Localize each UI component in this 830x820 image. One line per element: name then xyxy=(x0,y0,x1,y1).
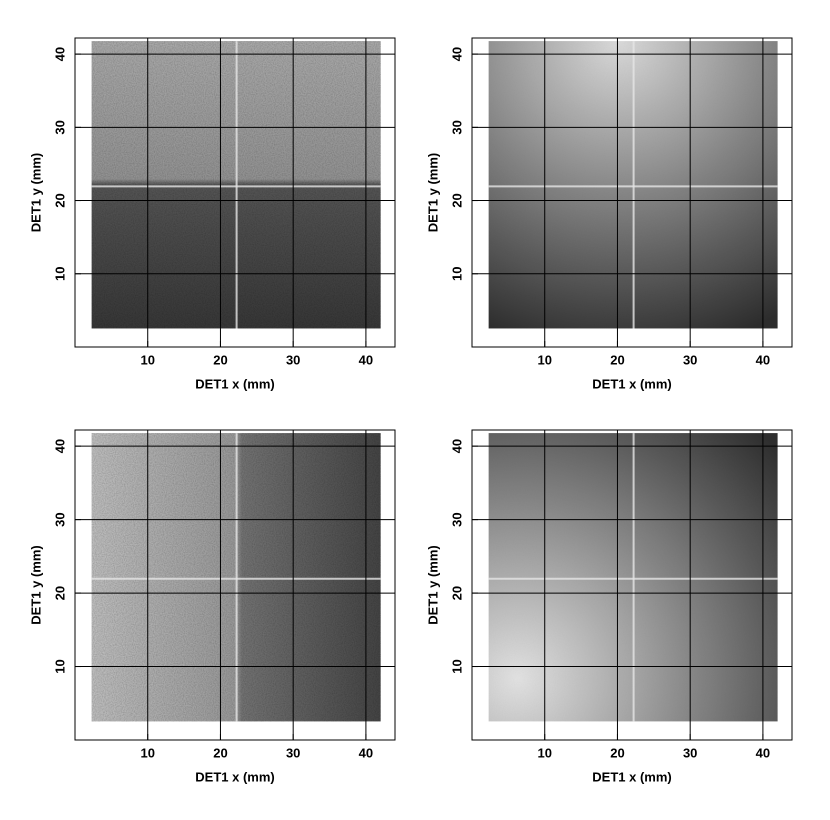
x-tick-label: 40 xyxy=(359,745,373,760)
x-tick-label: 40 xyxy=(756,352,770,367)
y-tick-label: 20 xyxy=(52,586,67,600)
y-tick-label: 10 xyxy=(449,267,464,281)
y-tick-label: 10 xyxy=(52,659,67,673)
y-tick-label: 20 xyxy=(449,193,464,207)
x-tick-label: 10 xyxy=(537,352,551,367)
x-tick-label: 30 xyxy=(683,352,697,367)
y-tick-label: 20 xyxy=(52,193,67,207)
y-axis-label: DET1 y (mm) xyxy=(28,153,43,232)
y-tick-label: 40 xyxy=(52,47,67,61)
y-tick-label: 20 xyxy=(449,586,464,600)
x-tick-label: 20 xyxy=(213,745,227,760)
plot-frame xyxy=(74,429,396,741)
y-tick-label: 30 xyxy=(52,120,67,134)
y-axis-label: DET1 y (mm) xyxy=(425,545,440,624)
y-axis-label: DET1 y (mm) xyxy=(425,153,440,232)
x-tick-label: 40 xyxy=(756,745,770,760)
x-tick-label: 30 xyxy=(286,745,300,760)
y-tick-label: 30 xyxy=(52,512,67,526)
x-axis-label: DET1 x (mm) xyxy=(195,376,274,391)
x-tick-label: 10 xyxy=(140,745,154,760)
panel: 10 20 30 40 10 20 30 40 DET1 x (mm) DET1 y (mm) xyxy=(28,429,396,784)
plot-frame xyxy=(74,37,396,348)
panel: 10 20 30 40 10 20 30 40 DET1 x (mm) DET1 y (mm) xyxy=(425,37,793,391)
y-tick-label: 40 xyxy=(52,439,67,453)
plot-frame xyxy=(471,37,793,348)
panel: 10 20 30 40 10 20 30 40 DET1 x (mm) DET1 y (mm) xyxy=(425,429,793,784)
y-tick-label: 10 xyxy=(52,267,67,281)
y-tick-label: 30 xyxy=(449,120,464,134)
x-axis-label: DET1 x (mm) xyxy=(592,376,671,391)
x-tick-label: 20 xyxy=(213,352,227,367)
x-tick-label: 20 xyxy=(610,352,624,367)
x-tick-label: 40 xyxy=(359,352,373,367)
x-tick-label: 30 xyxy=(683,745,697,760)
plot-frame xyxy=(471,429,793,741)
y-tick-label: 30 xyxy=(449,512,464,526)
y-tick-label: 40 xyxy=(449,439,464,453)
x-axis-label: DET1 x (mm) xyxy=(592,769,671,784)
y-tick-label: 10 xyxy=(449,659,464,673)
x-axis-label: DET1 x (mm) xyxy=(195,769,274,784)
x-tick-label: 30 xyxy=(286,352,300,367)
x-tick-label: 10 xyxy=(537,745,551,760)
x-tick-label: 10 xyxy=(140,352,154,367)
x-tick-label: 20 xyxy=(610,745,624,760)
y-axis-label: DET1 y (mm) xyxy=(28,545,43,624)
panel: 10 20 30 40 10 20 30 40 DET1 x (mm) DET1 y (mm) xyxy=(28,37,396,391)
y-tick-label: 40 xyxy=(449,47,464,61)
